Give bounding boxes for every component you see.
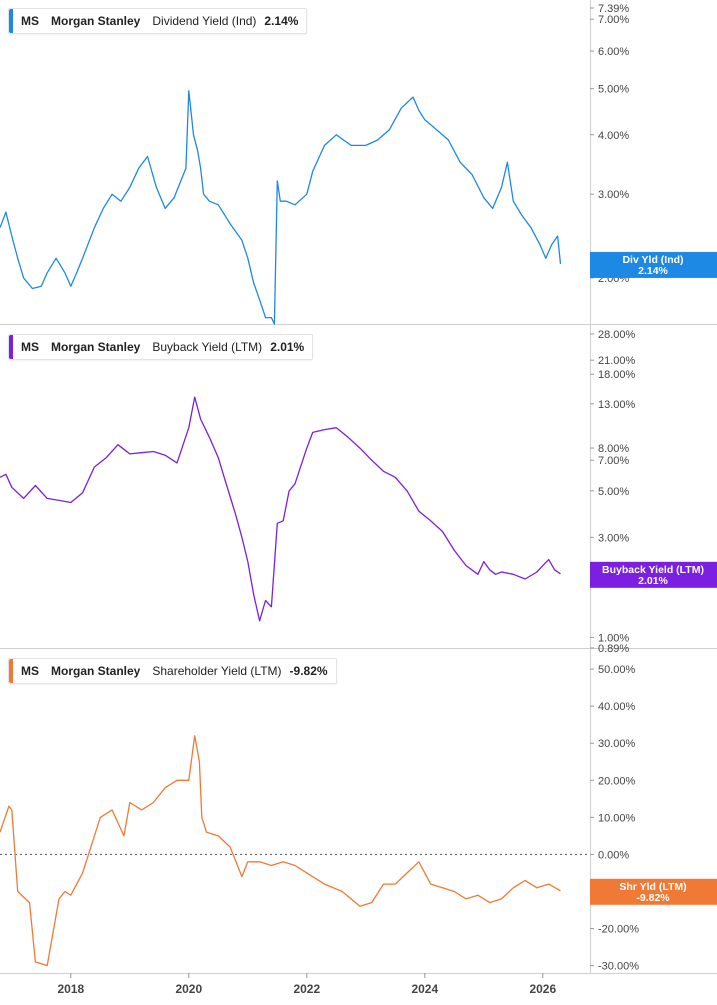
legend-swatch [9, 659, 13, 683]
y-tick-label: 10.00% [598, 812, 636, 824]
y-tick-label: 7.00% [598, 14, 629, 26]
value-tag-div [590, 251, 717, 278]
x-tick-label: 2020 [175, 982, 202, 996]
y-tick-label: 7.00% [598, 455, 629, 467]
y-tick-label: 21.00% [598, 355, 636, 367]
legend-value: -9.82% [289, 664, 328, 678]
legend-div: MS Morgan Stanley Dividend Yield (Ind) 2.14… [8, 8, 308, 34]
x-tick-label: 2024 [411, 982, 438, 996]
series-line-shr [0, 735, 561, 967]
y-tick-label: 1.00% [598, 632, 629, 644]
y-tick-label: 13.00% [598, 399, 636, 411]
y-tick-label: 7.39% [598, 3, 629, 15]
value-tag-label: Shr Yld (LTM) [619, 881, 686, 893]
y-tick-label: 0.00% [598, 849, 629, 861]
x-tick-label: 2022 [293, 982, 320, 996]
y-tick-label: 30.00% [598, 738, 636, 750]
legend-value: 2.01% [270, 340, 305, 354]
legend-shr: MS Morgan Stanley Shareholder Yield (LTM) -… [8, 658, 337, 684]
y-tick-label: 3.00% [598, 532, 629, 544]
y-tick-label: 5.00% [598, 84, 629, 96]
legend-metric: Dividend Yield (Ind) [152, 14, 257, 28]
y-tick-label: 20.00% [598, 775, 636, 787]
value-tag-label: Buyback Yield (LTM) [602, 564, 704, 576]
legend-company: Morgan Stanley [51, 664, 141, 678]
legend-value: 2.14% [264, 14, 299, 28]
legend-swatch [9, 335, 13, 359]
y-tick-label: 3.00% [598, 189, 629, 201]
y-tick-label: 50.00% [598, 664, 636, 676]
y-tick-label: 40.00% [598, 701, 636, 713]
y-tick-label: 8.00% [598, 443, 629, 455]
value-tag-label: Div Yld (Ind) [622, 254, 683, 266]
x-tick-label: 2018 [57, 982, 84, 996]
legend-ticker: MS [21, 340, 39, 354]
y-tick-label: -30.00% [598, 961, 639, 973]
y-tick-label: 6.00% [598, 46, 629, 58]
legend-ticker: MS [21, 664, 39, 678]
y-tick-label: 0.89% [598, 643, 629, 655]
y-tick-label: 18.00% [598, 369, 636, 381]
y-tick-label: 5.00% [598, 486, 629, 498]
legend-company: Morgan Stanley [51, 340, 141, 354]
legend-company: Morgan Stanley [51, 14, 141, 28]
value-tag-buy [590, 561, 717, 588]
legend-swatch [9, 9, 13, 33]
value-tag-shr [590, 878, 717, 905]
x-tick-label: 2026 [529, 982, 556, 996]
legend-buy: MS Morgan Stanley Buyback Yield (LTM) 2.01% [8, 334, 314, 360]
value-tag-value: 2.01% [638, 575, 668, 587]
y-tick-label: 28.00% [598, 329, 636, 341]
legend-ticker: MS [21, 14, 39, 28]
value-tag-value: 2.14% [638, 265, 668, 277]
series-line-div [0, 90, 562, 325]
legend-metric: Buyback Yield (LTM) [152, 340, 263, 354]
series-line-buy [0, 396, 561, 622]
legend-metric: Shareholder Yield (LTM) [152, 664, 282, 678]
value-tag-value: -9.82% [636, 892, 670, 904]
y-tick-label: -20.00% [598, 924, 639, 936]
y-tick-label: 4.00% [598, 130, 629, 142]
